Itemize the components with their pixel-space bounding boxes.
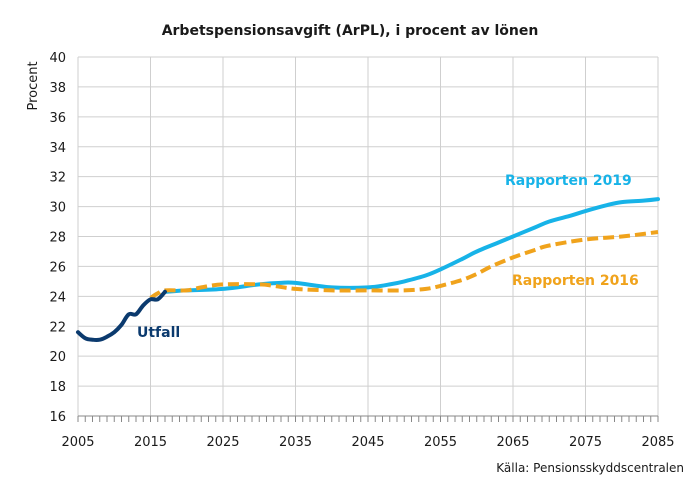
x-tick-label: 2075 [569, 435, 602, 450]
series-label-rapporten-2016: Rapporten 2016 [512, 273, 639, 289]
series-line-rapporten-2019 [163, 197, 660, 294]
x-tick-label: 2025 [206, 435, 239, 450]
y-tick-label: 40 [49, 51, 66, 66]
y-tick-label: 24 [49, 290, 66, 305]
chart-title: Arbetspensionsavgift (ArPL), i procent a… [162, 23, 539, 39]
series-line-utfall [76, 289, 167, 342]
y-tick-label: 36 [49, 111, 66, 126]
x-tick-labels: 2005 2015 2025 2035 2045 2055 2065 2075 2085 [61, 435, 674, 450]
y-tick-label: 30 [49, 201, 66, 216]
x-tick-label: 2035 [279, 435, 312, 450]
grid [77, 56, 659, 422]
y-tick-label: 26 [49, 260, 66, 275]
x-tick-label: 2005 [61, 435, 94, 450]
series-label-rapporten-2019: Rapporten 2019 [505, 173, 632, 189]
y-tick-label: 22 [49, 320, 66, 335]
source-note: Källa: Pensionsskyddscentralen [496, 461, 684, 475]
x-tick-label: 2065 [496, 435, 529, 450]
y-tick-label: 28 [49, 231, 66, 246]
y-tick-label: 18 [49, 380, 66, 395]
y-tick-label: 38 [49, 81, 66, 96]
series-line-rapporten-2016 [149, 230, 659, 300]
y-axis-label: Procent [26, 61, 41, 110]
y-tick-label: 34 [49, 141, 66, 156]
y-tick-label: 32 [49, 171, 66, 186]
x-tick-label: 2045 [351, 435, 384, 450]
x-tick-label: 2085 [641, 435, 674, 450]
y-tick-labels: 16 18 20 22 24 26 28 30 32 34 36 38 40 [49, 51, 66, 425]
series-label-utfall: Utfall [137, 325, 180, 341]
x-tick-label: 2015 [134, 435, 167, 450]
y-tick-label: 16 [49, 410, 66, 425]
y-tick-label: 20 [49, 350, 66, 365]
x-tick-label: 2055 [424, 435, 457, 450]
series-lines [76, 197, 660, 342]
